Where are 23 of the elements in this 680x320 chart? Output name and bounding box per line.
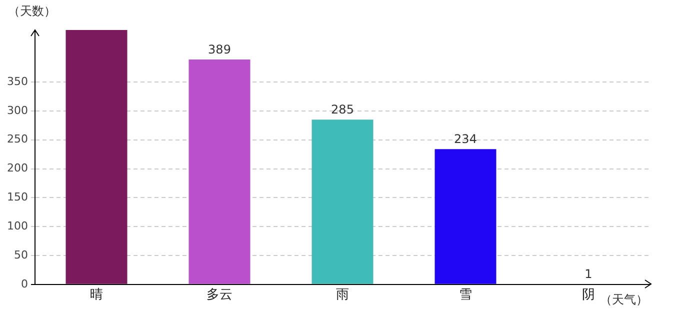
y-tick-label: 200 bbox=[6, 162, 28, 175]
data-label: 389 bbox=[208, 42, 231, 57]
y-tick-label: 300 bbox=[6, 104, 28, 117]
data-label: 285 bbox=[331, 102, 354, 117]
bar bbox=[188, 59, 250, 284]
y-tick-label: 100 bbox=[6, 219, 28, 232]
x-tick-label: 多云 bbox=[206, 288, 232, 303]
data-label: 1 bbox=[584, 266, 592, 281]
y-tick-label: 150 bbox=[6, 190, 28, 204]
x-tick-label: 晴 bbox=[90, 288, 103, 303]
bar bbox=[312, 120, 374, 284]
x-tick-label: 阴 bbox=[582, 288, 595, 303]
bar bbox=[66, 30, 128, 284]
y-tick-label: 350 bbox=[6, 74, 28, 88]
data-label: 234 bbox=[454, 132, 477, 146]
y-tick-label: 0 bbox=[20, 277, 28, 290]
y-tick-label: 250 bbox=[6, 132, 28, 146]
x-tick-label: 雨 bbox=[336, 288, 349, 303]
x-axis-title: （天气） bbox=[600, 292, 648, 307]
y-tick-label: 50 bbox=[14, 248, 28, 262]
y-axis-title: （天数） bbox=[8, 4, 56, 18]
x-tick-label: 雪 bbox=[459, 288, 472, 303]
bar bbox=[434, 149, 496, 284]
